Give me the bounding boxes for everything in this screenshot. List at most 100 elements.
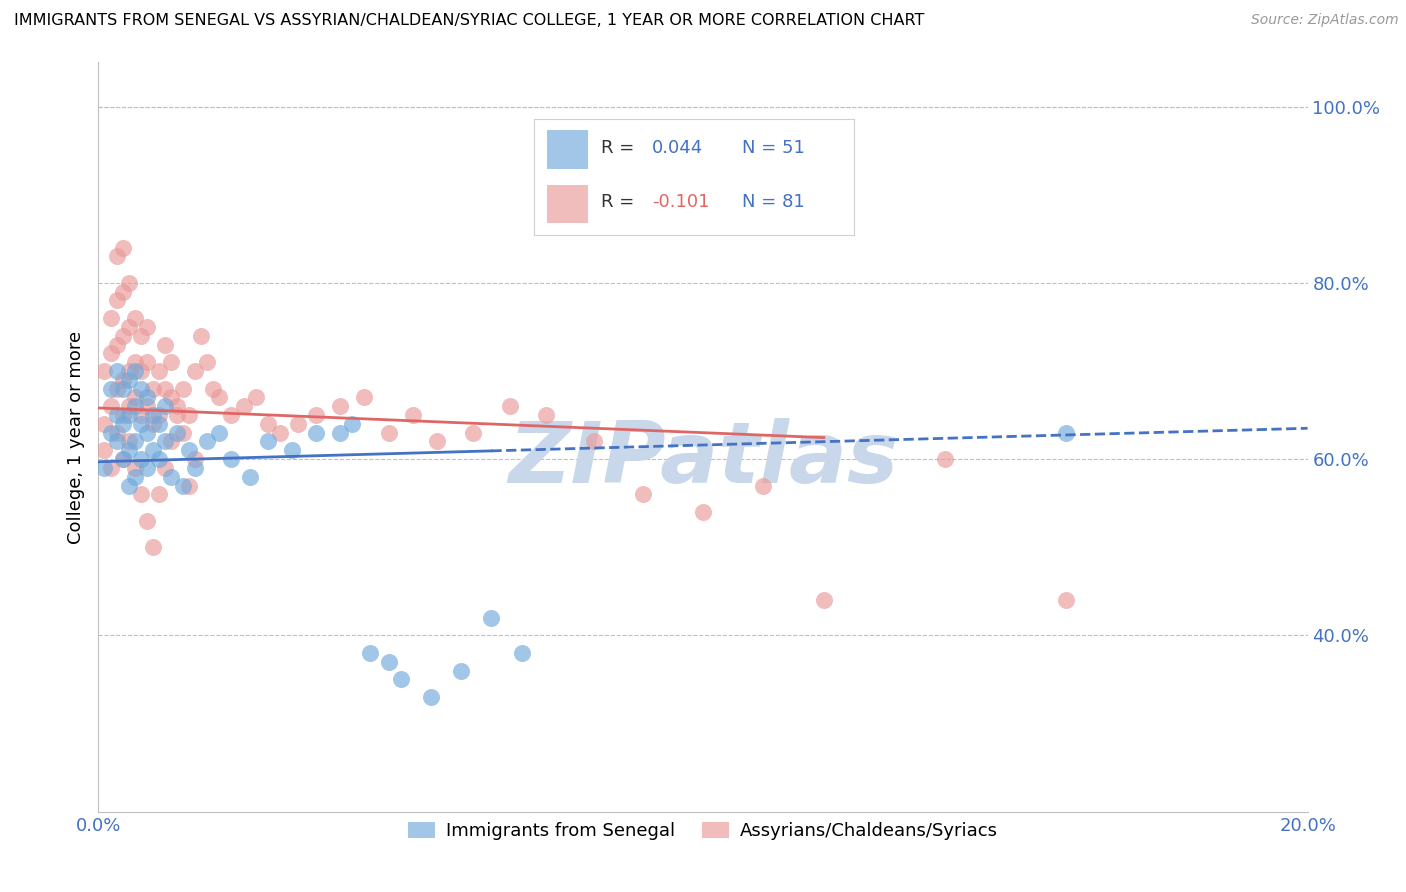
Point xyxy=(142,541,165,555)
Point xyxy=(172,478,194,492)
Point xyxy=(129,328,152,343)
Text: Source: ZipAtlas.com: Source: ZipAtlas.com xyxy=(1251,13,1399,28)
Point xyxy=(498,399,520,413)
Point xyxy=(118,478,141,492)
Point xyxy=(305,425,328,440)
Point xyxy=(118,408,141,422)
Point xyxy=(172,425,194,440)
Point xyxy=(353,391,375,405)
Point xyxy=(190,328,212,343)
Point xyxy=(1054,593,1077,607)
Point xyxy=(124,399,146,413)
Point xyxy=(631,487,654,501)
Point xyxy=(239,469,262,483)
Point xyxy=(160,469,183,483)
Point xyxy=(135,425,157,440)
Point xyxy=(111,382,134,396)
Point xyxy=(148,417,170,431)
Point xyxy=(166,425,188,440)
Point xyxy=(463,425,485,440)
Point xyxy=(166,408,188,422)
Point xyxy=(510,646,533,660)
Point xyxy=(129,382,152,396)
Point xyxy=(118,373,141,387)
Point xyxy=(93,364,115,378)
Point xyxy=(329,399,352,413)
Point xyxy=(100,382,122,396)
Point xyxy=(256,434,278,449)
Point xyxy=(124,434,146,449)
Point xyxy=(1054,425,1077,440)
Point xyxy=(100,425,122,440)
Point xyxy=(124,469,146,483)
Y-axis label: College, 1 year or more: College, 1 year or more xyxy=(66,331,84,543)
Point xyxy=(111,328,134,343)
Point xyxy=(179,408,201,422)
Point xyxy=(256,417,278,431)
Point xyxy=(813,593,835,607)
Point xyxy=(129,487,152,501)
Point xyxy=(245,391,267,405)
Point xyxy=(184,461,207,475)
Point xyxy=(153,434,176,449)
Point xyxy=(420,690,443,705)
Point xyxy=(142,382,165,396)
Point xyxy=(184,364,207,378)
Point xyxy=(692,505,714,519)
Point xyxy=(124,364,146,378)
Point xyxy=(269,425,291,440)
Point xyxy=(118,364,141,378)
Point xyxy=(142,443,165,458)
Point xyxy=(124,355,146,369)
Point xyxy=(221,408,243,422)
Point xyxy=(105,364,128,378)
Point xyxy=(389,673,412,687)
Point xyxy=(534,408,557,422)
Point xyxy=(129,364,152,378)
Point xyxy=(105,408,128,422)
Point xyxy=(100,399,122,413)
Point xyxy=(329,425,352,440)
Point xyxy=(221,452,243,467)
Point xyxy=(111,285,134,299)
Point xyxy=(93,443,115,458)
Point xyxy=(377,655,399,669)
Legend: Immigrants from Senegal, Assyrians/Chaldeans/Syriacs: Immigrants from Senegal, Assyrians/Chald… xyxy=(401,815,1005,847)
Point xyxy=(124,311,146,326)
Point xyxy=(124,391,146,405)
Point xyxy=(111,452,134,467)
Point xyxy=(148,452,170,467)
Point xyxy=(105,293,128,308)
Point xyxy=(153,337,176,351)
Point xyxy=(232,399,254,413)
Point xyxy=(934,452,956,467)
Point xyxy=(105,425,128,440)
Point xyxy=(118,276,141,290)
Point xyxy=(100,346,122,360)
Point xyxy=(135,319,157,334)
Point xyxy=(195,434,218,449)
Point xyxy=(111,373,134,387)
Point xyxy=(450,664,472,678)
Point xyxy=(166,399,188,413)
Point xyxy=(342,417,364,431)
Point xyxy=(160,391,183,405)
Point xyxy=(160,355,183,369)
Point xyxy=(118,399,141,413)
Text: ZIPatlas: ZIPatlas xyxy=(508,418,898,501)
Point xyxy=(111,452,134,467)
Point xyxy=(135,399,157,413)
Point xyxy=(100,311,122,326)
Point xyxy=(202,382,225,396)
Point xyxy=(129,408,152,422)
Point xyxy=(153,382,176,396)
Point xyxy=(111,241,134,255)
Point xyxy=(281,443,304,458)
Point xyxy=(195,355,218,369)
Point xyxy=(148,487,170,501)
Point xyxy=(208,391,231,405)
Point xyxy=(105,434,128,449)
Point xyxy=(153,399,176,413)
Point xyxy=(100,461,122,475)
Point xyxy=(426,434,449,449)
